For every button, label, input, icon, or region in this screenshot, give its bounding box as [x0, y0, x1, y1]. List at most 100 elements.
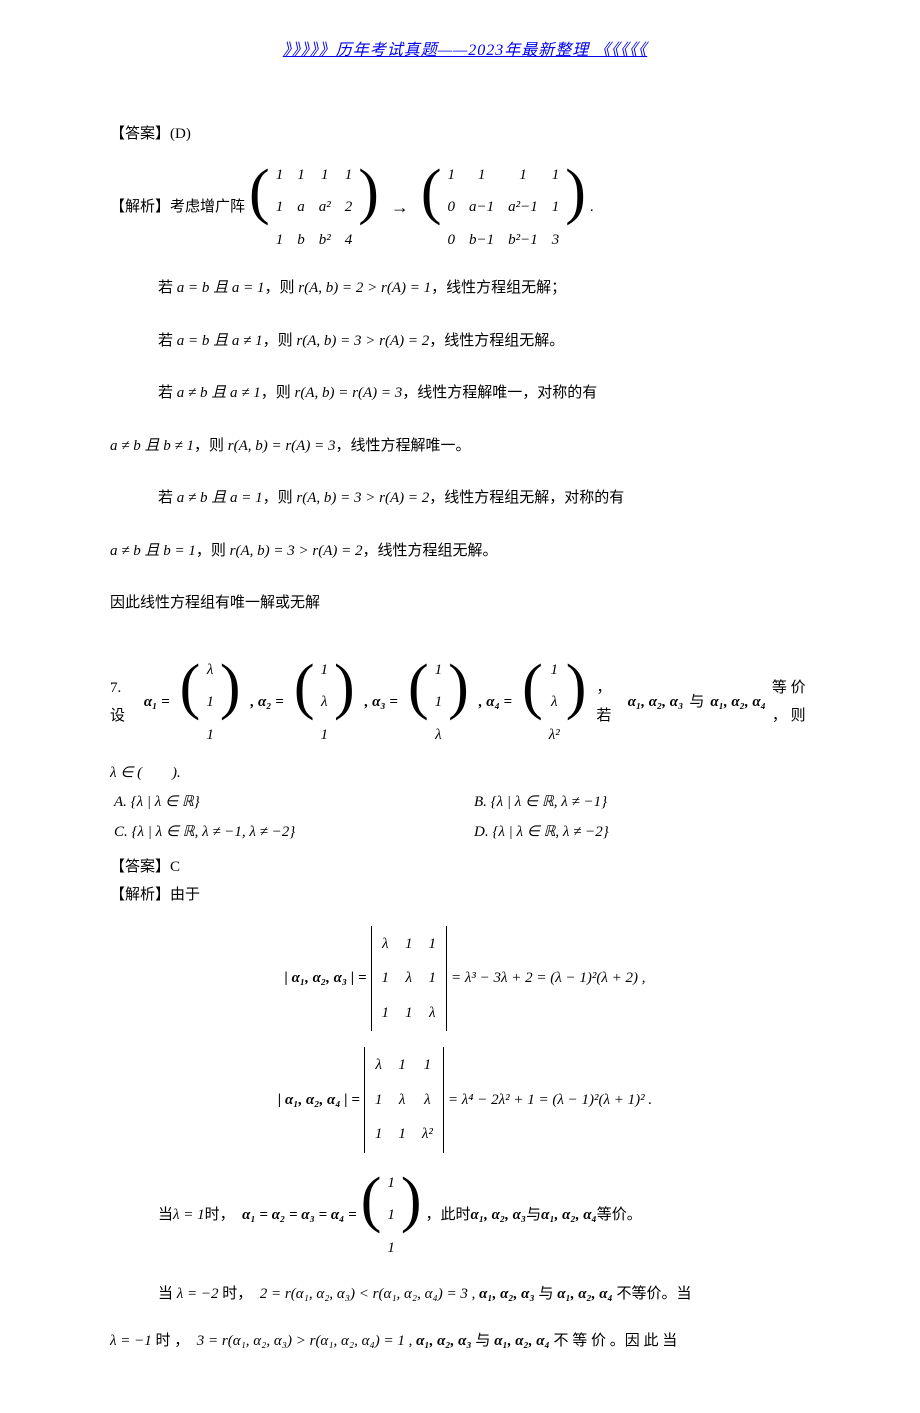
- det2-rhs: = λ⁴ − 2λ² + 1 = (λ − 1)²(λ + 1)² .: [448, 1086, 652, 1115]
- lambda-case-3: λ = −1 时 ， 3 = r(α₁, α₂, α₃) > r(α₁, α₂,…: [110, 1327, 820, 1356]
- g2: α₁, α₂, α₄: [541, 1201, 597, 1230]
- cell: λ: [406, 964, 413, 993]
- post1: ，此时: [426, 1201, 471, 1230]
- cell: 2: [345, 193, 353, 222]
- alpha3-label: , α₃ =: [365, 688, 398, 717]
- g1: α₁, α₂, α₃: [471, 1201, 527, 1230]
- alpha2-label: , α₂ =: [250, 688, 283, 717]
- vec-a4-cells: 1λλ²: [543, 656, 566, 750]
- det-bar-icon: [443, 1047, 444, 1153]
- cell: 1: [405, 930, 413, 959]
- cell: λ: [424, 1086, 431, 1115]
- q7-lambda-in: λ ∈ ( ).: [110, 759, 820, 788]
- paren-left-icon: (: [249, 161, 270, 255]
- cell: 0: [448, 193, 456, 222]
- paren-left-icon: (: [294, 656, 315, 750]
- cell: b²: [319, 226, 331, 255]
- cell: 1: [276, 161, 284, 190]
- case-4: 若 a ≠ b 且 a = 1，则 r(A, b) = 3 > r(A) = 2…: [158, 484, 820, 513]
- header-link[interactable]: 》》》》》历年考试真题——2023年最新整理 《《《《《: [283, 42, 647, 59]
- case-mid: ，则: [263, 333, 297, 349]
- page-header: 》》》》》历年考试真题——2023年最新整理 《《《《《: [110, 36, 820, 60]
- case-post: ，线性方程组无解，对称的有: [429, 490, 624, 506]
- paren-right-icon: ): [565, 161, 586, 255]
- case-rank: r(A, b) = 3 > r(A) = 2: [296, 490, 429, 506]
- paren-left-icon: (: [408, 656, 429, 750]
- cell: 1: [478, 161, 486, 190]
- g1: α₁, α₂, α₃: [479, 1286, 535, 1302]
- analysis-label: 【解析】: [110, 887, 170, 903]
- paren-right-icon: ): [401, 1169, 422, 1263]
- case-4b: a ≠ b 且 b = 1，则 r(A, b) = 3 > r(A) = 2，线…: [110, 537, 820, 566]
- question-7: 7. 设 α₁ = ( λ11 ) , α₂ = ( 1λ1 ) , α₃ = …: [110, 656, 820, 910]
- det-bar-icon: [446, 926, 447, 1032]
- cond: λ = 1: [173, 1201, 205, 1230]
- case-rank: r(A, b) = 3 > r(A) = 2: [296, 333, 429, 349]
- analysis-6: 【解析】 考虑增广阵 ( 1111 1aa²2 1bb²4 ) → ( 1111…: [110, 161, 820, 255]
- post2: 与: [472, 1333, 495, 1349]
- vec-a3-cells: 11λ: [429, 656, 449, 750]
- mid: 时 ，: [152, 1333, 197, 1349]
- case-rank: r(A, b) = r(A) = 3: [295, 385, 403, 401]
- q7-stem: 7. 设 α₁ = ( λ11 ) , α₂ = ( 1λ1 ) , α₃ = …: [110, 656, 820, 750]
- eq: α₁ = α₂ = α₃ = α₄ =: [242, 1201, 357, 1230]
- cell: 1: [321, 161, 329, 190]
- answer-value: (D): [170, 126, 191, 142]
- analysis-7: 【解析】由于: [110, 881, 820, 910]
- analysis-intro: 考虑增广阵: [170, 193, 245, 222]
- case-rank: r(A, b) = 3 > r(A) = 2: [230, 543, 363, 559]
- det1-lhs: | α₁, α₂, α₃ | =: [285, 964, 367, 993]
- option-c[interactable]: C. {λ | λ ∈ ℝ, λ ≠ −1, λ ≠ −2}: [114, 818, 460, 847]
- paren-right-icon: ): [566, 656, 587, 750]
- paren-left-icon: (: [522, 656, 543, 750]
- case-3b: a ≠ b 且 b ≠ 1，则 r(A, b) = r(A) = 3，线性方程解…: [110, 432, 820, 461]
- cell: b²−1: [508, 226, 538, 255]
- answer-label: 【答案】: [110, 126, 170, 142]
- vec-ones-cells: 111: [381, 1169, 401, 1263]
- g2: α₁, α₂, α₄: [494, 1333, 550, 1349]
- q7-group1: α₁, α₂, α₃: [628, 688, 684, 717]
- cell: 1: [320, 721, 328, 750]
- mid: 时，: [219, 1286, 260, 1302]
- alpha4-label: , α₄ =: [479, 688, 512, 717]
- g1: α₁, α₂, α₃: [416, 1333, 472, 1349]
- option-a[interactable]: A. {λ | λ ∈ ℝ}: [114, 788, 460, 817]
- q7-number: 7. 设: [110, 674, 138, 731]
- determinant-2: | α₁, α₂, α₄ | = λ11 1λλ 11λ² = λ⁴ − 2λ²…: [110, 1047, 820, 1153]
- cell: 1: [424, 1051, 432, 1080]
- matrix-m2-cells: 1111 0a−1a²−11 0b−1b²−13: [442, 161, 566, 255]
- paren-right-icon: ): [220, 656, 241, 750]
- answer-value: C: [170, 859, 180, 875]
- answer-label: 【答案】: [110, 859, 170, 875]
- case-cond: a = b 且 a = 1: [177, 280, 265, 296]
- paren-right-icon: ): [448, 656, 469, 750]
- matrix-m1-cells: 1111 1aa²2 1bb²4: [270, 161, 359, 255]
- post1: ,: [468, 1286, 479, 1302]
- option-d[interactable]: D. {λ | λ ∈ ℝ, λ ≠ −2}: [474, 818, 820, 847]
- cell: 1: [320, 656, 328, 685]
- post3: 不等价。当: [613, 1286, 692, 1302]
- det1-rhs: = λ³ − 3λ + 2 = (λ − 1)²(λ + 2) ,: [451, 964, 645, 993]
- conclusion-6: 因此线性方程组有唯一解或无解: [110, 589, 820, 618]
- vec-a4: ( 1λλ² ): [522, 656, 586, 750]
- q7-tail1: ， 若: [596, 674, 621, 731]
- q7-tail3: 等 价 ， 则: [772, 674, 820, 731]
- post3: 等价。: [597, 1201, 642, 1230]
- cell: 1: [429, 964, 437, 993]
- cell: 1: [551, 656, 559, 685]
- cell: a−1: [469, 193, 494, 222]
- matrix-m2: ( 1111 0a−1a²−11 0b−1b²−13 ): [421, 161, 586, 255]
- cell: a: [297, 193, 305, 222]
- cell: 1: [382, 964, 390, 993]
- pre: 当: [158, 1286, 177, 1302]
- cell: 1: [276, 193, 284, 222]
- cond: λ = −1: [110, 1333, 152, 1349]
- option-b[interactable]: B. {λ | λ ∈ ℝ, λ ≠ −1}: [474, 788, 820, 817]
- cell: 1: [448, 161, 456, 190]
- post2: 与: [526, 1201, 541, 1230]
- case-3: 若 a ≠ b 且 a ≠ 1，则 r(A, b) = r(A) = 3，线性方…: [158, 379, 820, 408]
- analysis-label: 【解析】: [110, 193, 170, 222]
- cell: b: [297, 226, 305, 255]
- vec-a1: ( λ11 ): [180, 656, 241, 750]
- case-pre: 若: [158, 333, 177, 349]
